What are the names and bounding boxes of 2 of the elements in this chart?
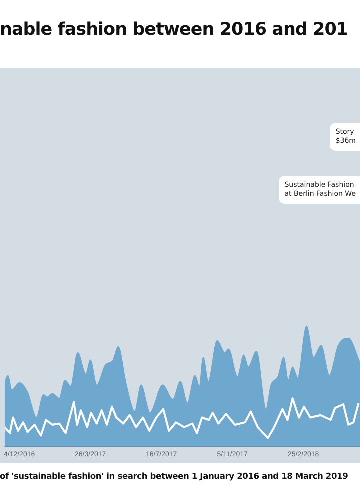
chart-title: nable fashion between 2016 and 201 <box>0 20 348 40</box>
text: of 'sustainable fashion' in search between 1 January 2016 and 18 March 2019 <box>0 471 348 481</box>
